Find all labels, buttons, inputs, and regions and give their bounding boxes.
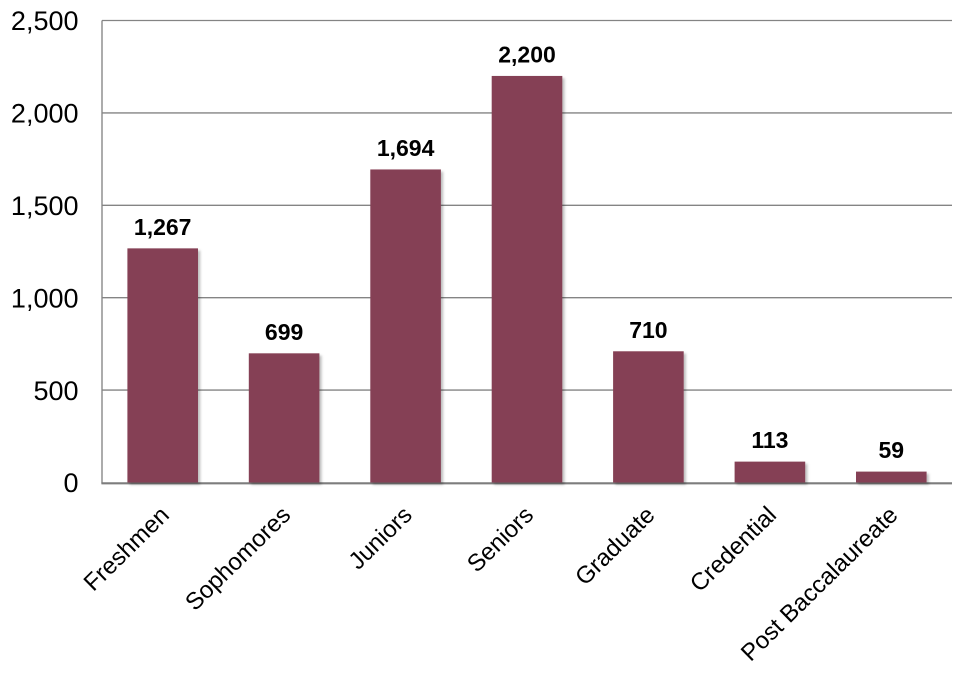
svg-text:1,000: 1,000 (11, 283, 79, 313)
svg-text:Juniors: Juniors (343, 502, 417, 575)
svg-text:Credential: Credential (685, 502, 782, 598)
svg-text:1,267: 1,267 (134, 214, 192, 240)
svg-text:Seniors: Seniors (462, 502, 539, 578)
svg-text:2,000: 2,000 (11, 99, 79, 129)
svg-text:Sophomores: Sophomores (180, 502, 296, 617)
svg-text:1,694: 1,694 (377, 135, 435, 161)
svg-text:710: 710 (629, 317, 667, 343)
svg-text:2,500: 2,500 (11, 6, 79, 36)
svg-text:59: 59 (879, 437, 905, 463)
svg-text:113: 113 (751, 427, 788, 453)
svg-text:500: 500 (33, 376, 78, 406)
svg-text:0: 0 (63, 468, 78, 498)
svg-text:Freshmen: Freshmen (79, 502, 175, 597)
svg-text:699: 699 (265, 319, 303, 345)
svg-text:Graduate: Graduate (570, 502, 660, 591)
svg-text:2,200: 2,200 (498, 41, 556, 67)
svg-text:1,500: 1,500 (11, 191, 79, 221)
